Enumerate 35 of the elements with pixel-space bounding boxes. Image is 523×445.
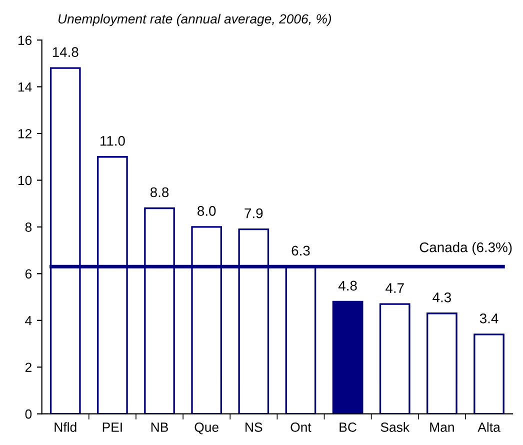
data-label: 3.4 — [480, 314, 498, 324]
data-label: 11.0 — [100, 136, 125, 146]
y-tick-label: 2 — [25, 362, 32, 372]
bar — [379, 303, 410, 414]
y-tick-label: 6 — [25, 269, 32, 279]
bar — [426, 312, 458, 414]
data-label: 7.9 — [244, 208, 263, 218]
x-tick-label: NB — [151, 422, 168, 432]
data-label: 14.8 — [52, 47, 78, 58]
data-label: 8.0 — [198, 206, 216, 216]
data-label: 4.7 — [386, 283, 404, 293]
bar — [474, 334, 504, 414]
data-label: 6.3 — [292, 246, 310, 256]
y-tick-label: 16 — [18, 36, 32, 45]
bar — [332, 300, 364, 414]
x-tick-label: Man — [430, 422, 454, 432]
x-tick-label: Ont — [290, 422, 312, 432]
x-tick-label: PEI — [102, 422, 122, 432]
data-label: 4.8 — [338, 280, 357, 291]
ref-line-label: Canada (6.3%) — [420, 242, 512, 255]
x-tick-label: Sask — [380, 422, 410, 432]
y-tick-label: 0 — [25, 409, 32, 419]
y-tick-label: 10 — [18, 176, 32, 186]
x-tick-label: Alta — [478, 422, 500, 432]
chart-title: Unemployment rate (annual average, 2006, %) — [58, 14, 332, 26]
y-tick-label: 8 — [25, 222, 32, 232]
x-tick-label: BC — [340, 422, 356, 432]
x-tick-label: Que — [194, 422, 218, 434]
x-tick-label: Nfld — [54, 422, 76, 432]
data-label: 8.8 — [150, 187, 169, 198]
x-tick-label: NS — [246, 422, 262, 432]
y-tick-label: 12 — [18, 129, 32, 138]
y-tick-label: 14 — [18, 82, 32, 92]
y-tick-label: 4 — [25, 316, 32, 326]
data-label: 4.3 — [432, 292, 451, 302]
